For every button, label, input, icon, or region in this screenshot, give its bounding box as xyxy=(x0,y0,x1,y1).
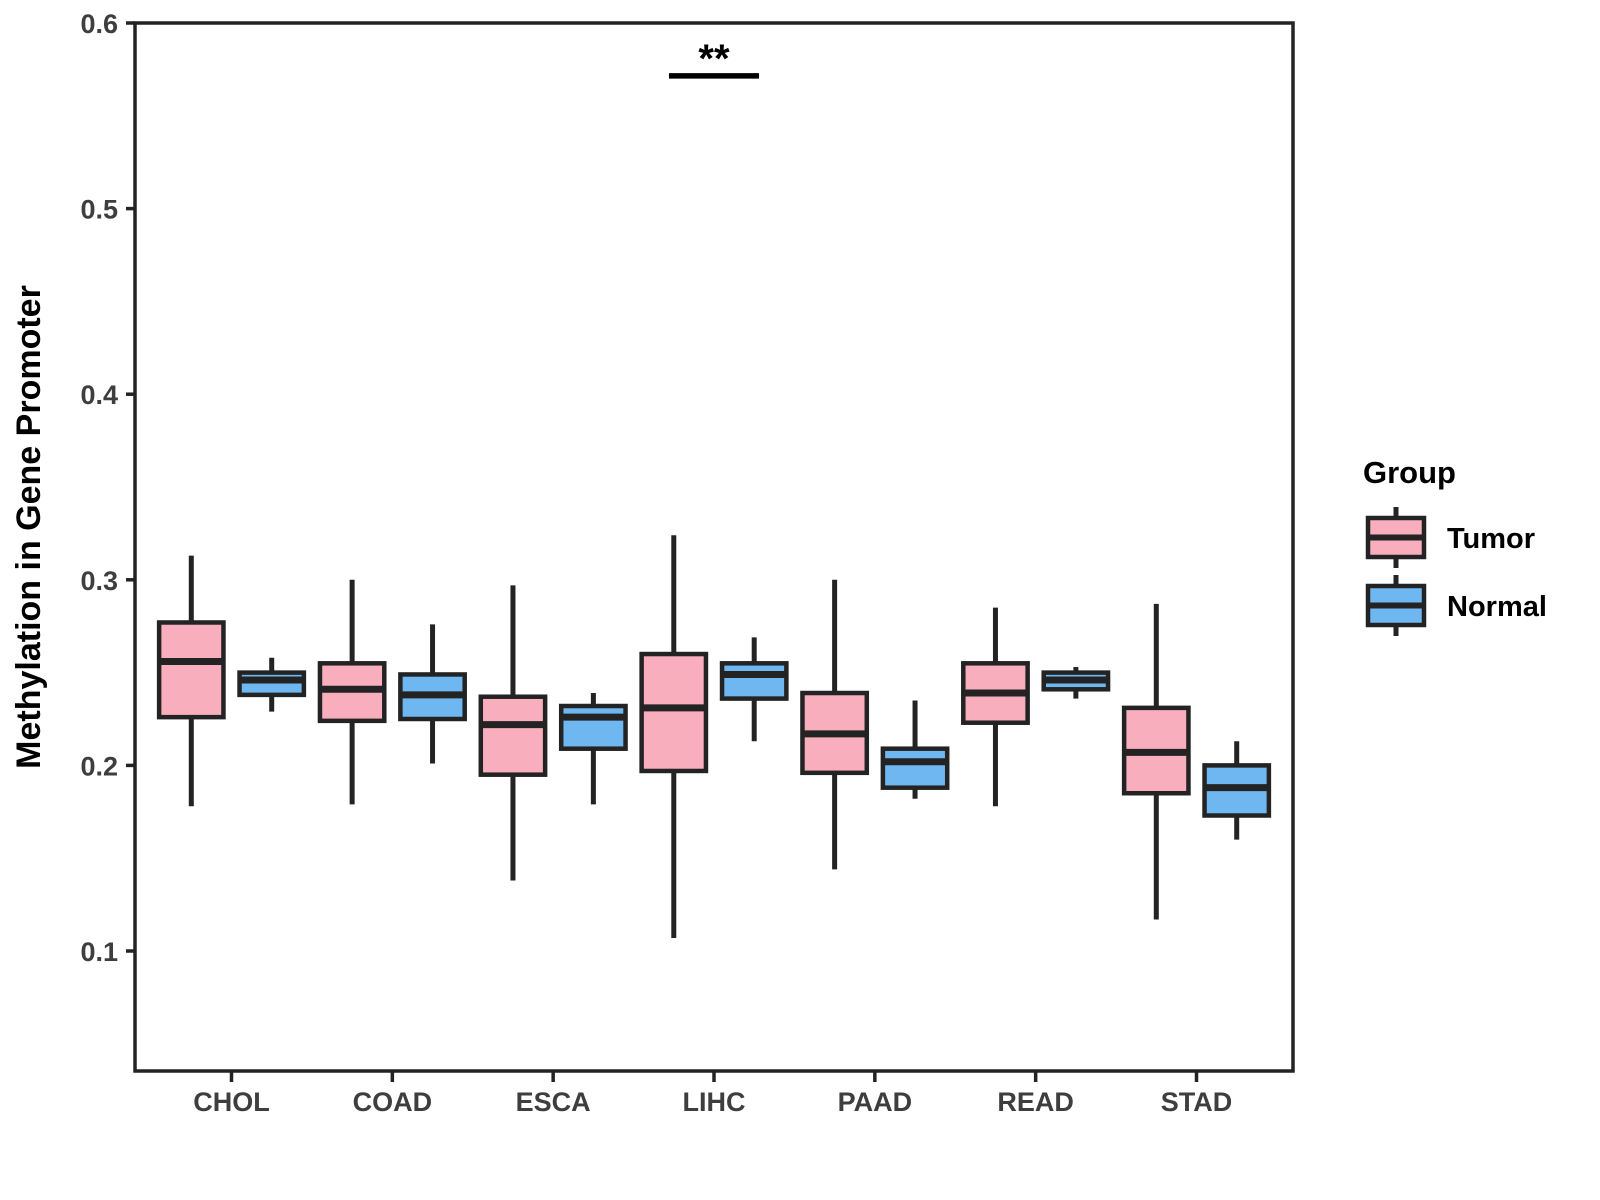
y-tick-label-0.5: 0.5 xyxy=(80,195,118,225)
y-tick-label-0.2: 0.2 xyxy=(80,751,118,781)
box-group-normal-LIHC xyxy=(719,637,789,742)
iqr-box-normal-CHOL xyxy=(237,670,307,698)
box-group-normal-CHOL xyxy=(237,657,307,712)
box-group-normal-COAD xyxy=(398,624,467,764)
x-tick-label-COAD: COAD xyxy=(353,1087,433,1117)
iqr-box-normal-LIHC xyxy=(719,661,789,701)
legend-title: Group xyxy=(1363,455,1456,490)
box-group-tumor-COAD xyxy=(317,579,387,805)
x-tick-label-ESCA: ESCA xyxy=(516,1087,591,1117)
box-group-normal-STAD xyxy=(1202,741,1272,840)
iqr-box-normal-PAAD xyxy=(880,746,950,790)
x-tick-label-LIHC: LIHC xyxy=(683,1087,746,1117)
y-axis: 0.1 0.2 0.3 0.4 0.5 0.6 xyxy=(80,9,135,967)
iqr-box-normal-ESCA xyxy=(558,703,628,751)
box-group-tumor-READ xyxy=(961,607,1030,807)
y-tick-label-0.4: 0.4 xyxy=(80,380,118,410)
y-axis-title: Methylation in Gene Promoter xyxy=(10,285,48,769)
legend-label-normal: Normal xyxy=(1447,591,1547,623)
legend-key-tumor: Tumor xyxy=(1365,507,1535,568)
box-group-tumor-LIHC xyxy=(639,535,709,939)
box-group-normal-PAAD xyxy=(880,700,950,799)
significance-stars: ** xyxy=(698,37,730,81)
x-axis: CHOL COAD ESCA LIHC PAAD READ STAD xyxy=(193,1071,1232,1117)
significance-annotation: ** xyxy=(668,37,760,81)
legend: Group Tumor Normal xyxy=(1363,455,1547,636)
legend-label-tumor: Tumor xyxy=(1447,523,1535,555)
x-tick-label-READ: READ xyxy=(997,1087,1074,1117)
iqr-box-tumor-ESCA xyxy=(478,694,548,777)
box-group-normal-ESCA xyxy=(558,693,628,805)
iqr-box-tumor-LIHC xyxy=(639,651,709,774)
box-group-tumor-ESCA xyxy=(478,585,548,881)
x-tick-label-STAD: STAD xyxy=(1161,1087,1233,1117)
legend-key-normal: Normal xyxy=(1365,575,1547,636)
box-group-tumor-STAD xyxy=(1121,603,1191,920)
plot-panel-border xyxy=(133,21,1295,1073)
box-group-tumor-CHOL xyxy=(156,555,226,807)
box-group-tumor-PAAD xyxy=(800,579,870,870)
y-tick-label-0.1: 0.1 xyxy=(80,937,118,967)
x-tick-label-PAAD: PAAD xyxy=(838,1087,913,1117)
box-group-normal-READ xyxy=(1041,667,1111,699)
boxplot-marks xyxy=(156,535,1272,939)
y-tick-label-0.3: 0.3 xyxy=(80,566,118,596)
iqr-box-tumor-CHOL xyxy=(156,620,226,720)
x-tick-label-CHOL: CHOL xyxy=(193,1087,270,1117)
y-tick-label-0.6: 0.6 xyxy=(80,9,118,39)
